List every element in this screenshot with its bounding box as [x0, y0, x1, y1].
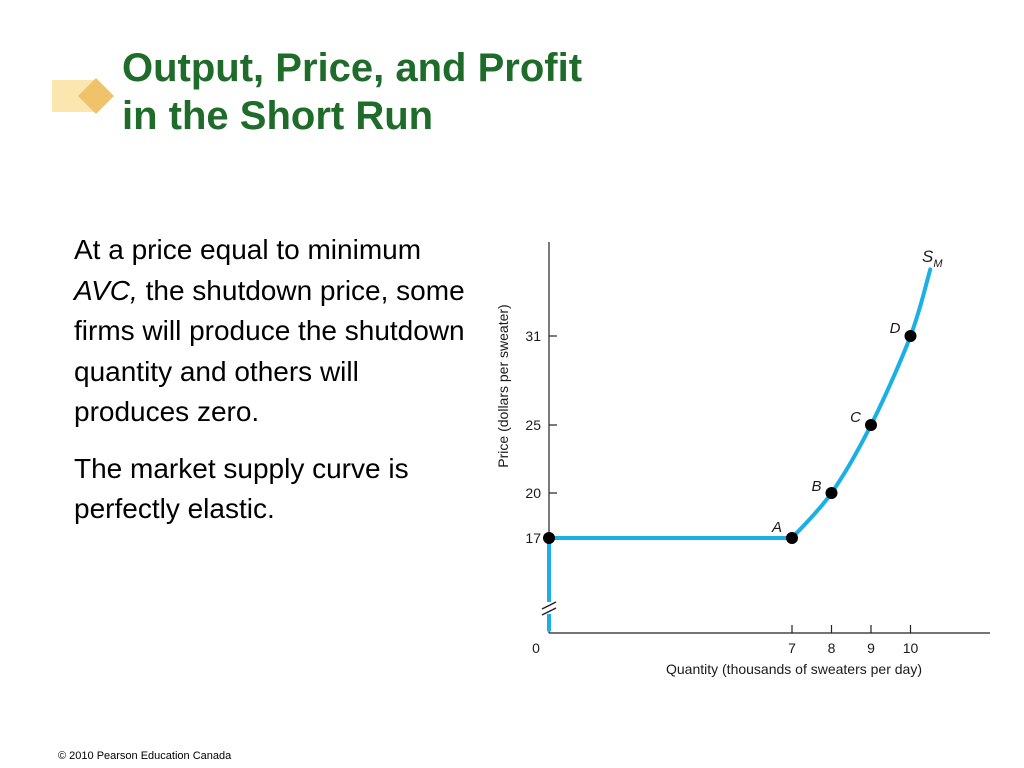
point-label-C: C: [850, 409, 861, 426]
point-D: [904, 330, 917, 342]
origin-label: 0: [532, 640, 540, 656]
point-label-A: A: [771, 519, 782, 536]
x-tick-label-9: 9: [867, 640, 875, 656]
title-bullet-decoration: [52, 78, 114, 114]
point-label-D: D: [890, 320, 901, 337]
series-label-main: S: [922, 247, 934, 266]
market-supply-chart: 17 20 25 31 7 8 9 10 0 Quantity (thousands of swe…: [495, 242, 990, 677]
axis-break-mark-2: [541, 607, 557, 616]
axis-break-gap: [542, 602, 556, 614]
paragraph-shutdown-price: At a price equal to minimum AVC, the shu…: [74, 230, 474, 433]
supply-curve-line: [547, 267, 933, 632]
copyright-footer: © 2010 Pearson Education Canada: [58, 750, 232, 762]
slide-body: At a price equal to minimum AVC, the shu…: [74, 230, 474, 546]
y-tick-label-17: 17: [525, 530, 541, 546]
para1-text-start: At a price equal to minimum: [74, 234, 422, 265]
para1-text-end: the shutdown price, some firms will prod…: [74, 274, 465, 428]
y-axis-label: Price (dollars per sweater): [495, 304, 511, 467]
point-zero-17: [543, 532, 555, 544]
point-B: [825, 487, 838, 499]
slide-title-line-1: Output, Price, and Profit: [122, 46, 583, 90]
series-label-subscript: M: [933, 258, 943, 270]
x-tick-label-7: 7: [788, 640, 796, 656]
y-tick-label-25: 25: [525, 417, 541, 433]
para1-avc-italic: AVC,: [74, 274, 138, 306]
x-tick-label-10: 10: [903, 640, 919, 656]
slide-title-line-2: in the Short Run: [122, 94, 434, 138]
y-tick-label-31: 31: [525, 328, 541, 344]
point-label-B: B: [811, 478, 821, 495]
slide-title: Output, Price, and Profit in the Short R…: [122, 44, 582, 140]
axis-break-mark-1: [541, 601, 557, 610]
series-label-sm: SM: [922, 247, 943, 270]
x-tick-label-8: 8: [828, 640, 836, 656]
paragraph-market-supply: The market supply curve is perfectly ela…: [74, 452, 409, 525]
point-C: [865, 419, 877, 431]
x-axis-label: Quantity (thousands of sweaters per day): [666, 661, 922, 677]
bullet-diamond: [78, 78, 114, 114]
y-tick-label-20: 20: [525, 485, 541, 501]
point-A: [786, 532, 798, 544]
